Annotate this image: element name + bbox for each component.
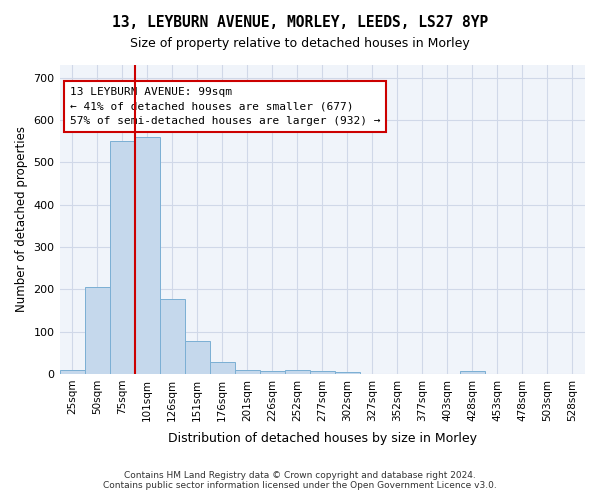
Bar	[260, 370, 285, 374]
Bar	[110, 141, 134, 374]
Text: Size of property relative to detached houses in Morley: Size of property relative to detached ho…	[130, 38, 470, 51]
Bar	[134, 137, 160, 374]
Bar	[209, 362, 235, 374]
Bar	[185, 341, 209, 374]
Y-axis label: Number of detached properties: Number of detached properties	[15, 126, 28, 312]
Bar	[285, 370, 310, 374]
Bar	[460, 370, 485, 374]
X-axis label: Distribution of detached houses by size in Morley: Distribution of detached houses by size …	[168, 432, 477, 445]
Text: Contains HM Land Registry data © Crown copyright and database right 2024.
Contai: Contains HM Land Registry data © Crown c…	[103, 470, 497, 490]
Bar	[335, 372, 360, 374]
Bar	[59, 370, 85, 374]
Bar	[85, 287, 110, 374]
Bar	[310, 370, 335, 374]
Text: 13 LEYBURN AVENUE: 99sqm
← 41% of detached houses are smaller (677)
57% of semi-: 13 LEYBURN AVENUE: 99sqm ← 41% of detach…	[70, 86, 380, 126]
Bar	[235, 370, 260, 374]
Text: 13, LEYBURN AVENUE, MORLEY, LEEDS, LS27 8YP: 13, LEYBURN AVENUE, MORLEY, LEEDS, LS27 …	[112, 15, 488, 30]
Bar	[160, 298, 185, 374]
